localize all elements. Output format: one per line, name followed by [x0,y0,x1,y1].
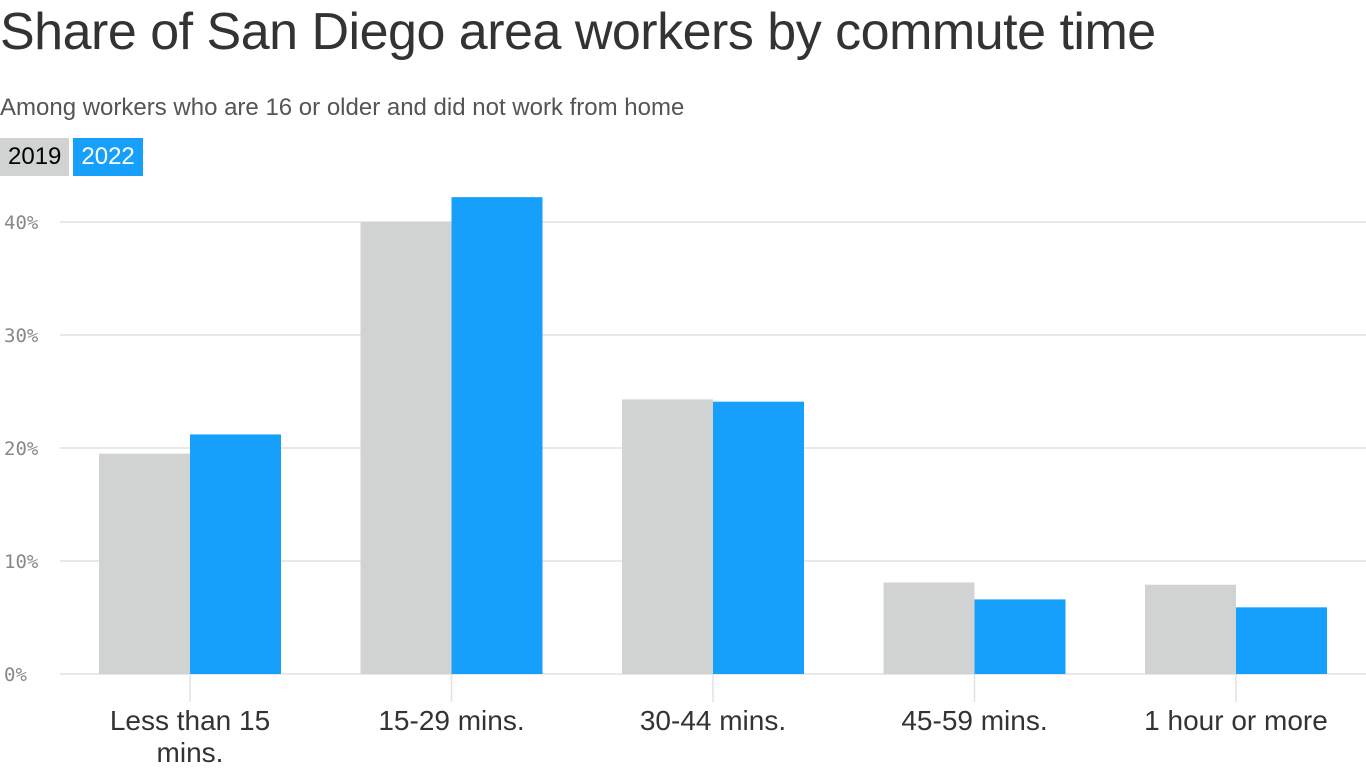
y-tick-label-0: 0% [4,664,27,686]
x-category-label-0-line-0: Less than 15 [110,705,270,736]
x-axis-ticks [189,674,1237,702]
x-category-label-4: 1 hour or more [1144,705,1328,736]
legend: 2019 2022 [0,138,143,176]
chart-title: Share of San Diego area workers by commu… [0,3,1156,61]
bar-2022-cat-4 [1236,607,1327,674]
bar-2019-cat-3 [883,582,975,674]
y-tick-label-10: 10% [4,551,39,573]
y-tick-label-20: 20% [4,438,39,460]
y-tick-label-30: 30% [4,325,39,347]
bar-2022-cat-1 [451,197,543,674]
x-category-label-2: 30-44 mins. [640,705,786,736]
bars [99,197,1327,674]
bar-2022-cat-2 [713,401,804,674]
bar-2019-cat-0 [99,453,190,674]
x-category-label-1: 15-29 mins. [378,705,524,736]
x-category-label-0-line-1: mins. [157,737,224,768]
bar-2019-cat-2 [622,399,713,674]
bar-2022-cat-0 [190,434,281,674]
bar-2022-cat-3 [974,599,1066,674]
y-axis-tick-labels: 0% 10% 20% 30% 40% [4,212,39,686]
chart-subtitle: Among workers who are 16 or older and di… [0,94,685,121]
bar-2019-cat-1 [360,222,452,674]
y-tick-label-40: 40% [4,212,39,234]
legend-2019: 2019 [0,138,70,176]
legend-2022: 2022 [73,138,143,176]
bar-2019-cat-4 [1145,584,1236,674]
x-category-label-3: 45-59 mins. [901,705,1047,736]
